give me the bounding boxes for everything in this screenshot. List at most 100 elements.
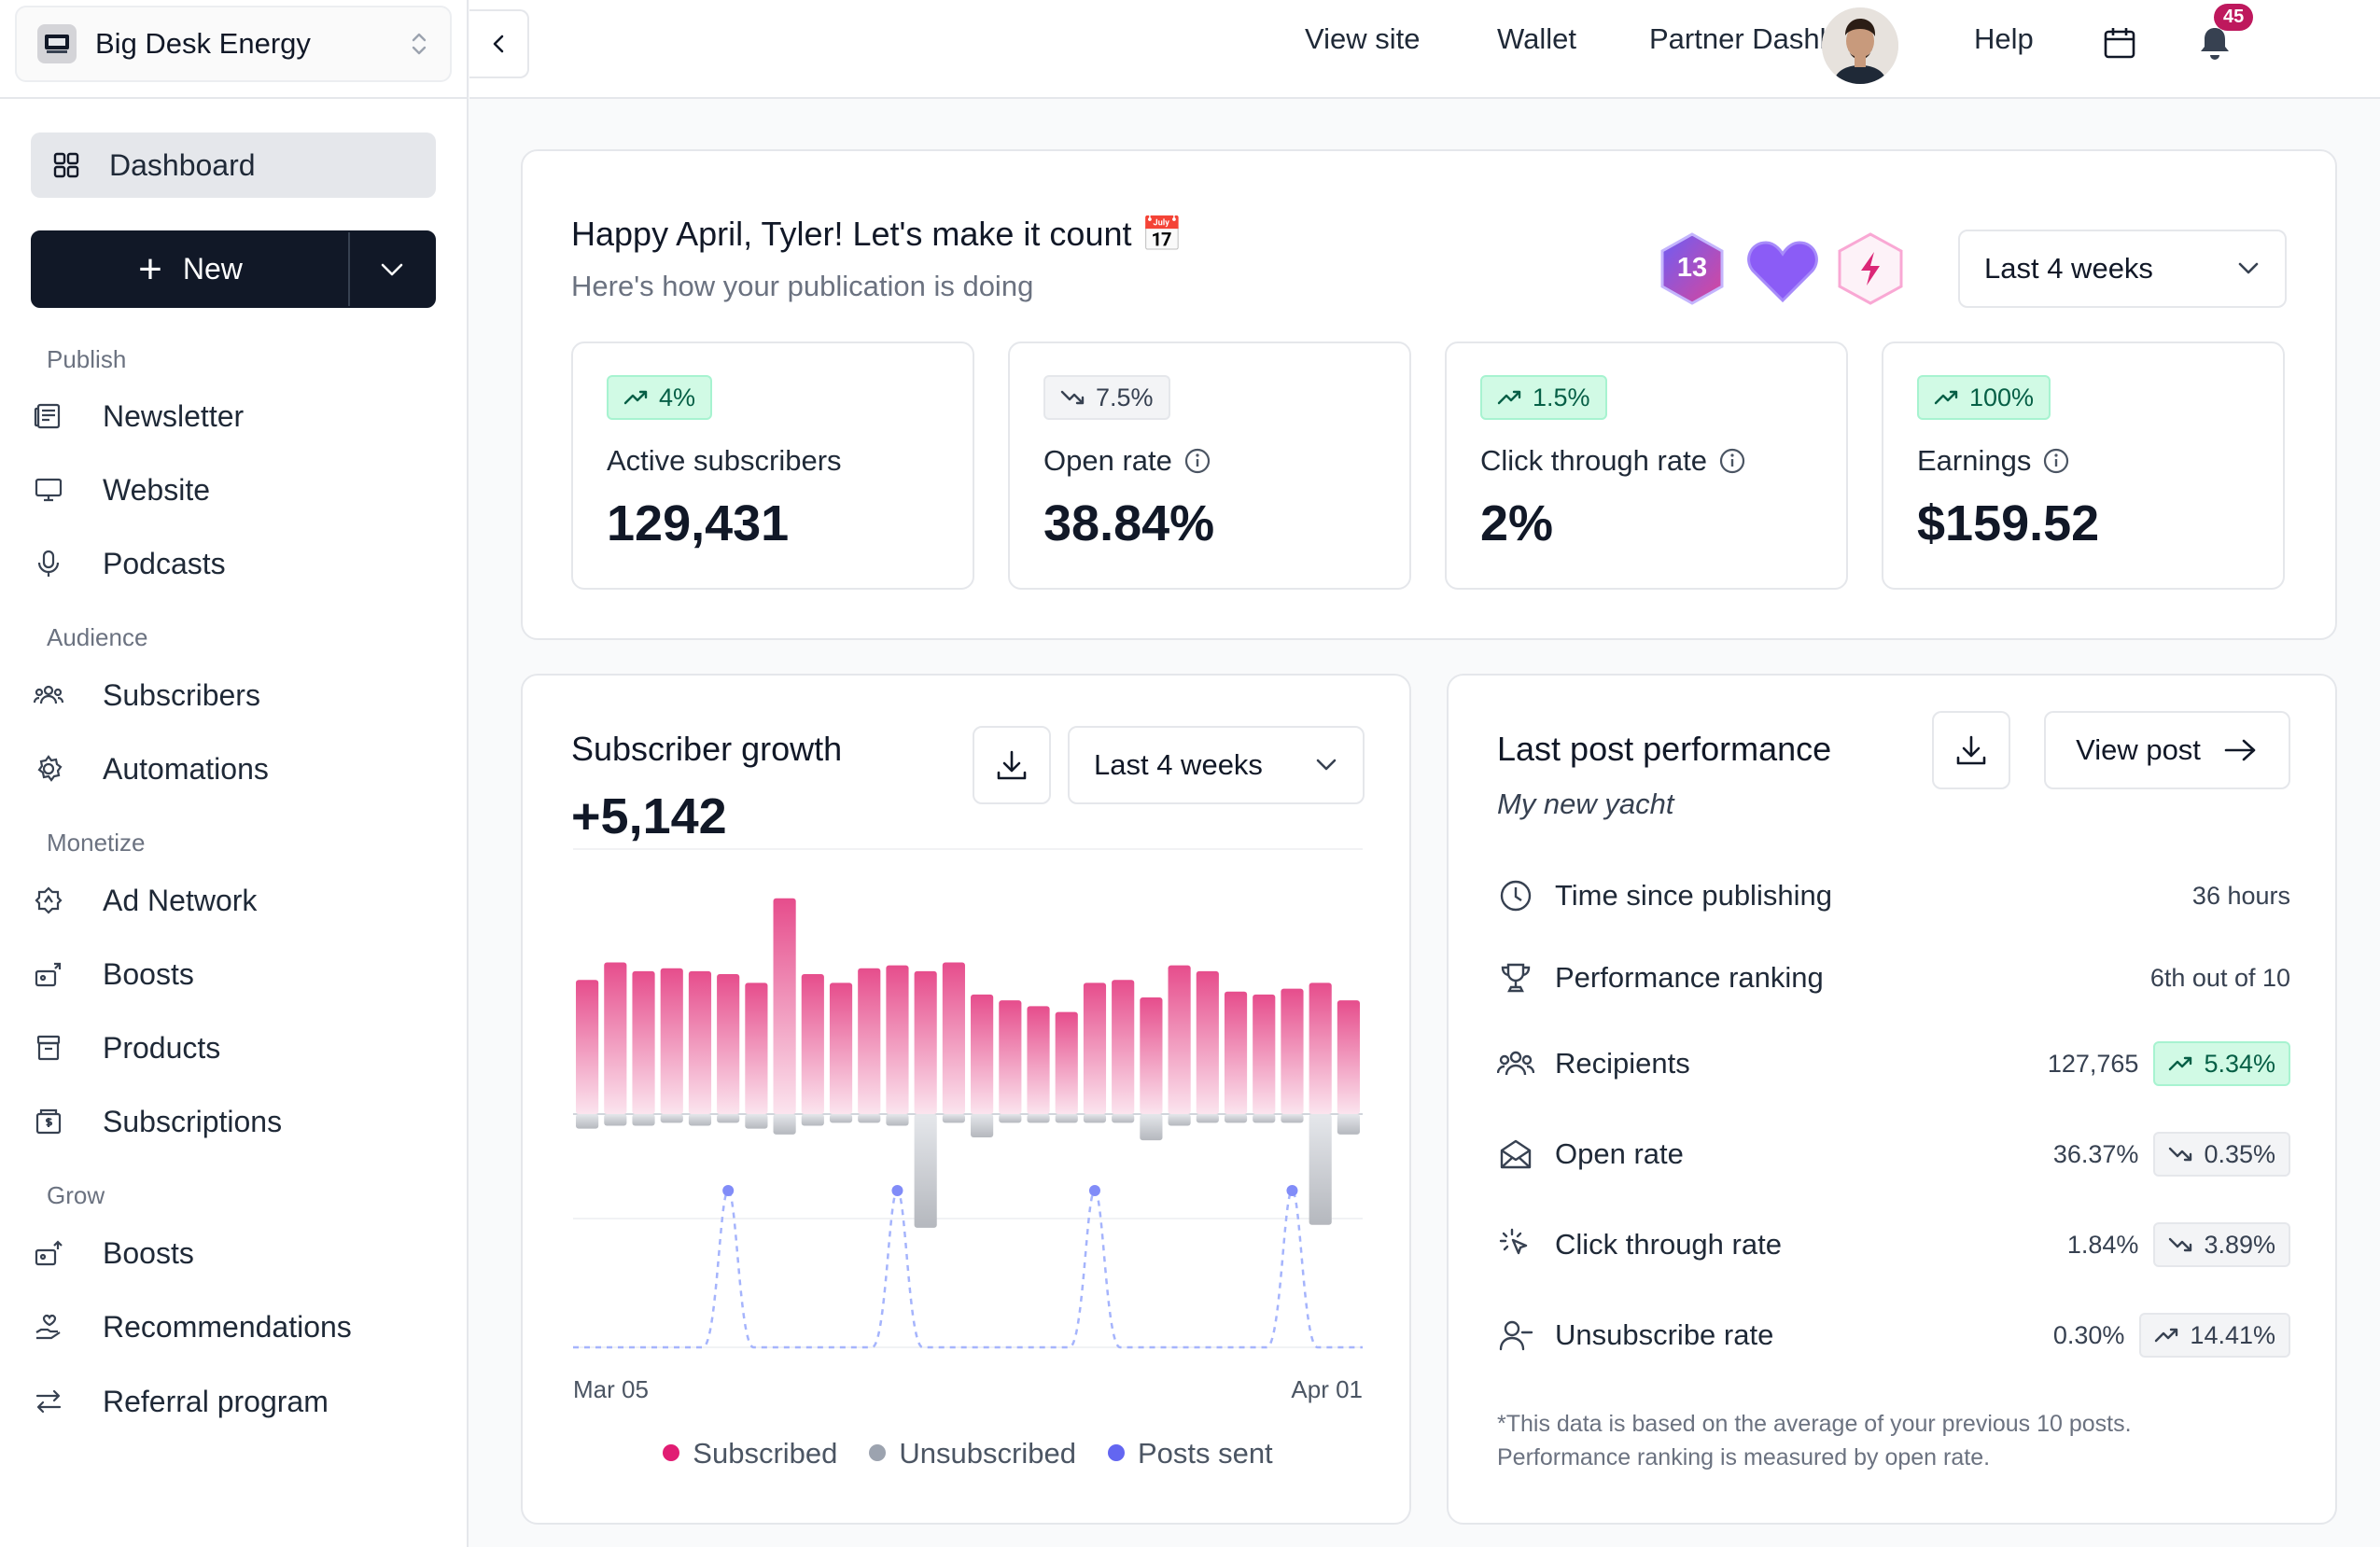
subscribed-bar[interactable] — [858, 968, 881, 1114]
unsubscribed-bar[interactable] — [999, 1114, 1022, 1123]
unsubscribed-bar[interactable] — [971, 1114, 994, 1137]
unsubscribed-bar[interactable] — [717, 1114, 740, 1123]
unsubscribed-bar[interactable] — [858, 1114, 881, 1123]
trend-down-icon — [2169, 1147, 2192, 1162]
unsubscribed-bar[interactable] — [660, 1114, 683, 1123]
heart-badge[interactable] — [1745, 237, 1820, 309]
growth-range-select[interactable]: Last 4 weeks — [1068, 726, 1365, 804]
unsubscribed-bar[interactable] — [886, 1114, 909, 1126]
unsubscribed-bar[interactable] — [1253, 1114, 1276, 1123]
bell-icon[interactable] — [2192, 21, 2237, 65]
sidebar-item-podcasts[interactable]: Podcasts — [32, 536, 226, 592]
publication-switcher[interactable]: Big Desk Energy — [15, 6, 452, 82]
subscribed-bar[interactable] — [1083, 983, 1107, 1114]
subscribed-bar[interactable] — [999, 1000, 1022, 1114]
subscribed-bar[interactable] — [576, 980, 599, 1114]
unsubscribed-bar[interactable] — [1224, 1114, 1248, 1123]
sidebar-item-website[interactable]: Website — [32, 462, 210, 518]
download-post-button[interactable] — [1932, 711, 2010, 789]
unsubscribed-bar[interactable] — [1140, 1114, 1163, 1141]
post-sent-point[interactable] — [1088, 1185, 1100, 1196]
greeting-title: Happy April, Tyler! Let's make it count … — [571, 215, 1183, 253]
subscribed-bar[interactable] — [942, 962, 965, 1115]
unsubscribed-bar[interactable] — [801, 1114, 824, 1126]
level-badge[interactable]: 13 — [1658, 231, 1727, 306]
subscribed-bar[interactable] — [886, 965, 909, 1114]
subscribed-bar[interactable] — [1140, 997, 1163, 1114]
unsubscribed-bar[interactable] — [1112, 1114, 1135, 1123]
legend-posts[interactable]: Posts sent — [1107, 1437, 1273, 1470]
streak-badge[interactable] — [1835, 231, 1906, 311]
subscribed-bar[interactable] — [1281, 988, 1304, 1114]
unsubscribed-bar[interactable] — [1083, 1114, 1107, 1123]
new-button[interactable]: + New — [33, 232, 350, 306]
legend-unsubscribed[interactable]: Unsubscribed — [869, 1437, 1076, 1470]
calendar-icon[interactable] — [2097, 21, 2142, 65]
sidebar-item-boosts-monetize[interactable]: Boosts — [32, 946, 194, 1002]
sidebar-item-automations[interactable]: Automations — [32, 741, 269, 797]
unsubscribed-bar[interactable] — [829, 1114, 853, 1123]
collapse-sidebar-button[interactable] — [469, 9, 529, 78]
sidebar-item-dashboard[interactable]: Dashboard — [31, 132, 436, 198]
legend-subscribed[interactable]: Subscribed — [663, 1437, 837, 1470]
unsubscribed-bar[interactable] — [576, 1114, 599, 1129]
subscribed-bar[interactable] — [971, 994, 994, 1114]
sidebar-item-ad-network[interactable]: Ad Network — [32, 872, 257, 928]
subscribed-bar[interactable] — [801, 974, 824, 1114]
info-icon[interactable] — [1718, 447, 1746, 475]
subscribed-bar[interactable] — [1309, 983, 1332, 1114]
unsubscribed-bar[interactable] — [745, 1114, 768, 1129]
sidebar-item-products[interactable]: Products — [32, 1020, 220, 1076]
sidebar-item-boosts-grow[interactable]: Boosts — [32, 1225, 194, 1281]
unsubscribed-bar[interactable] — [632, 1114, 655, 1126]
subscribed-bar[interactable] — [1196, 970, 1219, 1114]
subscribed-bar[interactable] — [604, 962, 627, 1115]
sidebar-item-newsletter[interactable]: Newsletter — [32, 388, 244, 444]
subscribed-bar[interactable] — [1253, 994, 1276, 1114]
date-range-select[interactable]: Last 4 weeks — [1958, 230, 2287, 308]
wallet-link[interactable]: Wallet — [1497, 22, 1576, 55]
view-post-button[interactable]: View post — [2044, 711, 2290, 789]
view-site-link[interactable]: View site — [1305, 22, 1421, 55]
post-sent-point[interactable] — [891, 1185, 903, 1196]
subscribed-bar[interactable] — [1224, 991, 1248, 1114]
sidebar-item-subscriptions[interactable]: Subscriptions — [32, 1094, 282, 1150]
subscribed-bar[interactable] — [745, 983, 768, 1114]
unsubscribed-bar[interactable] — [1055, 1114, 1078, 1123]
subscribed-bar[interactable] — [717, 974, 740, 1114]
subscribed-bar[interactable] — [1055, 1011, 1078, 1114]
info-icon[interactable] — [1183, 447, 1211, 475]
subscribed-bar[interactable] — [632, 970, 655, 1114]
sidebar-item-referral[interactable]: Referral program — [32, 1373, 329, 1429]
subscribed-bar[interactable] — [1337, 1000, 1360, 1114]
download-chart-button[interactable] — [973, 726, 1051, 804]
sidebar-item-recommendations[interactable]: Recommendations — [32, 1299, 352, 1355]
subscribed-bar[interactable] — [1168, 965, 1191, 1114]
unsubscribed-bar[interactable] — [1281, 1114, 1304, 1123]
subscribed-bar[interactable] — [1112, 980, 1135, 1114]
section-label-grow: Grow — [47, 1181, 105, 1209]
help-link[interactable]: Help — [1974, 22, 2034, 55]
subscribed-bar[interactable] — [1027, 1006, 1050, 1114]
unsubscribed-bar[interactable] — [1337, 1114, 1360, 1135]
unsubscribed-bar[interactable] — [773, 1114, 796, 1135]
unsubscribed-bar[interactable] — [1309, 1114, 1332, 1225]
post-sent-point[interactable] — [722, 1185, 735, 1196]
subscribed-bar[interactable] — [773, 898, 796, 1114]
unsubscribed-bar[interactable] — [1168, 1114, 1191, 1126]
subscribed-bar[interactable] — [914, 970, 937, 1114]
subscribed-bar[interactable] — [829, 983, 853, 1114]
unsubscribed-bar[interactable] — [1196, 1114, 1219, 1123]
new-dropdown-button[interactable] — [350, 232, 434, 306]
unsubscribed-bar[interactable] — [1027, 1114, 1050, 1123]
unsubscribed-bar[interactable] — [604, 1114, 627, 1126]
unsubscribed-bar[interactable] — [942, 1114, 965, 1123]
info-icon[interactable] — [2042, 447, 2070, 475]
post-sent-point[interactable] — [1286, 1185, 1298, 1196]
subscribed-bar[interactable] — [660, 968, 683, 1114]
subscribed-bar[interactable] — [688, 970, 712, 1114]
sidebar-item-subscribers[interactable]: Subscribers — [32, 667, 260, 723]
unsubscribed-bar[interactable] — [688, 1114, 712, 1126]
unsubscribed-bar[interactable] — [914, 1114, 937, 1228]
avatar[interactable] — [1822, 7, 1898, 84]
